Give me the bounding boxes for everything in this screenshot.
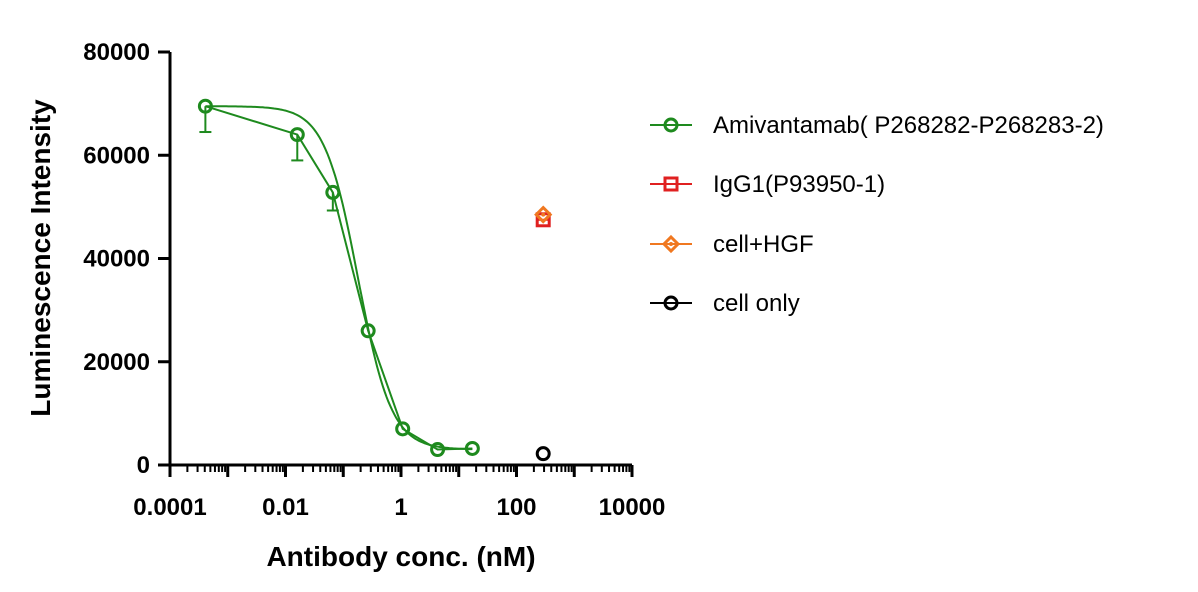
series-2 xyxy=(534,205,553,224)
x-tick-label: 0.0001 xyxy=(133,494,206,521)
legend-item-0: Amivantamab( P268282-P268283-2) xyxy=(650,112,1104,139)
legend-item-3: cell only xyxy=(650,290,800,317)
axes: 0 20000 40000 60000 80000 0.0001 0.01 1 100 10000 xyxy=(83,39,665,521)
legend-marker xyxy=(663,176,679,192)
series-0 xyxy=(197,98,480,458)
y-tick-label: 20000 xyxy=(83,349,150,376)
legend-label: Amivantamab( P268282-P268283-2) xyxy=(713,112,1104,139)
data-point xyxy=(289,127,305,143)
series-3 xyxy=(535,446,551,462)
x-tick-label: 1 xyxy=(394,494,407,521)
series-connecting-line xyxy=(205,105,473,451)
legend-label: cell only xyxy=(713,290,800,317)
data-point xyxy=(360,323,376,339)
legend: Amivantamab( P268282-P268283-2) IgG1(P939… xyxy=(650,112,1104,317)
marker-center xyxy=(541,212,546,217)
x-tick-label: 0.01 xyxy=(262,494,309,521)
y-tick-label: 80000 xyxy=(83,39,150,66)
data-point xyxy=(534,205,553,224)
legend-item-2: cell+HGF xyxy=(650,231,814,258)
fit-curve xyxy=(205,105,473,451)
y-tick-label: 0 xyxy=(137,452,150,479)
marker-outline xyxy=(661,234,681,254)
y-tick-label: 60000 xyxy=(83,142,150,169)
y-tick-label: 40000 xyxy=(83,246,150,273)
marker-outline xyxy=(534,205,553,224)
data-point xyxy=(395,421,411,437)
data-point xyxy=(535,446,551,462)
x-axis-title: Antibody conc. (nM) xyxy=(266,541,535,572)
x-tick-label: 10000 xyxy=(599,494,666,521)
legend-marker xyxy=(663,117,679,133)
legend-marker xyxy=(661,234,681,254)
marker-center xyxy=(669,242,673,246)
legend-label: IgG1(P93950-1) xyxy=(713,171,885,198)
legend-item-1: IgG1(P93950-1) xyxy=(650,171,885,198)
data-point xyxy=(325,184,341,200)
legend-marker xyxy=(663,295,679,311)
y-axis-title: Luminescence Intensity xyxy=(25,99,56,417)
plot-area xyxy=(197,98,553,462)
legend-label: cell+HGF xyxy=(713,231,814,258)
data-point xyxy=(430,442,446,458)
x-tick-label: 100 xyxy=(496,494,536,521)
data-point xyxy=(464,440,480,456)
data-point xyxy=(197,98,213,114)
